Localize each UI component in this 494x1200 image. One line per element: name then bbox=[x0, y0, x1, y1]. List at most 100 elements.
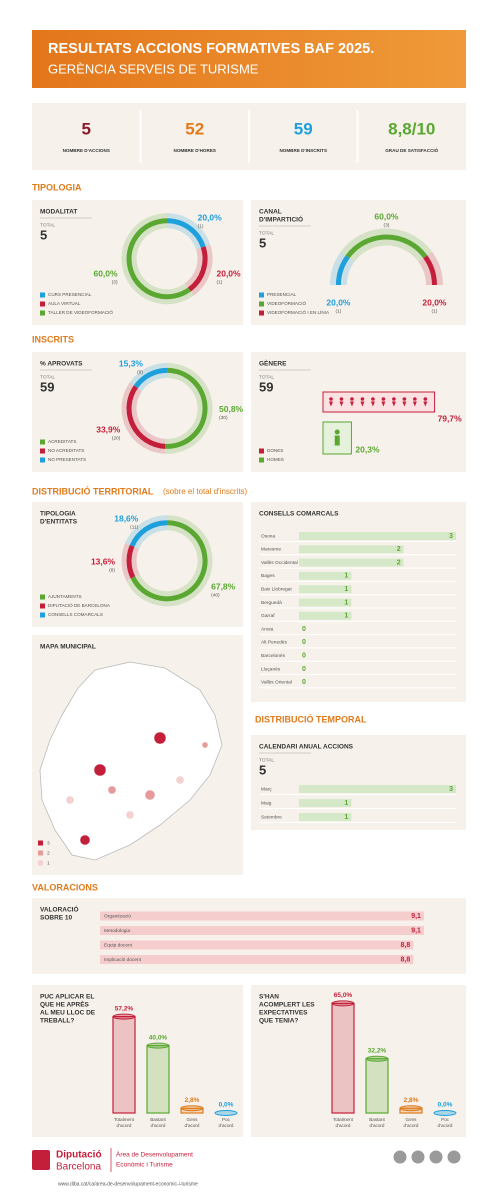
map-municipality bbox=[175, 775, 185, 785]
data-label: 20,0% bbox=[326, 297, 351, 307]
data-label: 3 bbox=[449, 533, 453, 540]
data-label: 67,8% bbox=[211, 582, 236, 592]
data-label: 0 bbox=[302, 679, 306, 686]
bar-cap bbox=[112, 1013, 136, 1020]
legend-label: NO ACREDITATS bbox=[48, 448, 84, 453]
total-value: 5 bbox=[259, 235, 266, 250]
data-label: 8,8 bbox=[401, 956, 411, 963]
category-label: d'acord bbox=[336, 1123, 351, 1128]
category-label: Bages bbox=[261, 573, 275, 579]
legend-swatch bbox=[259, 310, 264, 316]
figure-body bbox=[423, 401, 428, 407]
panel-title: D'ENTITATS bbox=[40, 519, 78, 526]
category-label: Poc bbox=[222, 1117, 231, 1122]
social-icon[interactable] bbox=[447, 1150, 461, 1164]
legend-label: AJUNTAMENTS bbox=[48, 594, 82, 599]
social-icon[interactable] bbox=[429, 1150, 443, 1164]
count-label: (1) bbox=[198, 224, 204, 230]
bar bbox=[299, 813, 352, 821]
category-label: Bastant bbox=[369, 1117, 385, 1122]
figure-body bbox=[349, 401, 354, 407]
figure-body bbox=[381, 401, 386, 407]
data-label: 0 bbox=[302, 639, 306, 646]
panel-title: % APROVATS bbox=[40, 361, 83, 368]
category-label: Osona bbox=[261, 533, 275, 539]
map-outline bbox=[39, 661, 223, 861]
footer-url: www.diba.cat/ca/area-de-desenvolupament-… bbox=[58, 1181, 198, 1187]
legend-swatch bbox=[38, 840, 43, 846]
bar bbox=[299, 571, 352, 580]
bar bbox=[299, 785, 456, 793]
bar bbox=[100, 955, 414, 964]
category-label: Totalment bbox=[333, 1117, 354, 1122]
legend-swatch bbox=[38, 850, 43, 856]
total-label: TOTAL bbox=[259, 230, 274, 236]
count-label: (9) bbox=[137, 369, 143, 375]
panel-title: ACOMPLERT LES bbox=[259, 1002, 315, 1009]
bar bbox=[100, 940, 414, 950]
social-icon[interactable] bbox=[411, 1150, 425, 1164]
panel-title: MODALITAT bbox=[40, 209, 77, 216]
category-label: Baix Llobregat bbox=[261, 586, 292, 592]
bar bbox=[100, 926, 424, 935]
figure-head bbox=[381, 397, 386, 401]
data-label: 15,3% bbox=[119, 358, 144, 368]
panel-title: GÈNERE bbox=[259, 359, 287, 368]
category-label: Alt Penedès bbox=[261, 640, 287, 646]
category-label: Gens bbox=[406, 1117, 418, 1122]
pictogram-box bbox=[322, 421, 352, 455]
panel-title: AL MEU LLOC DE bbox=[40, 1010, 96, 1017]
category-label: Març bbox=[261, 786, 272, 792]
data-label: 3 bbox=[449, 786, 453, 793]
panel-title: MAPA MUNICIPAL bbox=[40, 644, 96, 651]
arc bbox=[126, 218, 191, 300]
footer-area: Econòmic i Turisme bbox=[116, 1162, 173, 1169]
total-value: 59 bbox=[259, 379, 273, 394]
legend-swatch bbox=[40, 603, 45, 609]
legend-label: CONSELLS COMARCALS bbox=[48, 612, 103, 617]
legend-swatch bbox=[38, 860, 43, 866]
bar-cap bbox=[433, 1110, 457, 1116]
legend-swatch bbox=[40, 612, 45, 618]
panel-title: QUE TENIA? bbox=[259, 1018, 298, 1025]
bar bbox=[299, 585, 352, 594]
bar bbox=[112, 1015, 136, 1114]
count-label: (1) bbox=[216, 279, 222, 285]
legend-swatch bbox=[259, 448, 264, 454]
data-label: 40,0% bbox=[149, 1034, 168, 1041]
data-label: 1 bbox=[344, 573, 348, 580]
data-label: 1 bbox=[344, 599, 348, 606]
arc bbox=[126, 385, 166, 449]
count-label: (3) bbox=[384, 222, 390, 228]
map-municipality bbox=[201, 741, 209, 749]
legend-label: HOMES bbox=[267, 457, 284, 462]
map-municipality bbox=[107, 785, 117, 795]
count-label: (20) bbox=[112, 436, 121, 442]
legend-label: TALLER DE VIDEOFORMACIÓ bbox=[48, 309, 113, 315]
figure-body bbox=[360, 401, 365, 407]
figure-body bbox=[391, 401, 396, 407]
social-icon[interactable] bbox=[393, 1150, 407, 1164]
category-label: d'acord bbox=[404, 1123, 419, 1128]
legend-swatch bbox=[40, 292, 45, 298]
arc bbox=[166, 218, 206, 248]
header-subtitle: GERÈNCIA SERVEIS DE TURISME bbox=[48, 61, 259, 76]
kpi-label: GRAU DE SATISFACCIÓ bbox=[385, 146, 438, 153]
map-municipality bbox=[153, 731, 167, 745]
section-title: VALORACIONS bbox=[32, 882, 98, 892]
category-label: Anoia bbox=[261, 626, 274, 632]
category-label: d'acord bbox=[151, 1123, 166, 1128]
category-label: d'acord bbox=[219, 1123, 234, 1128]
figure-body bbox=[402, 401, 407, 407]
data-label: 0 bbox=[302, 626, 306, 633]
category-label: Bastant bbox=[150, 1117, 166, 1122]
bar bbox=[365, 1058, 389, 1114]
category-label: d'acord bbox=[370, 1123, 385, 1128]
bar bbox=[146, 1044, 170, 1114]
panel-title: CONSELLS COMARCALS bbox=[259, 511, 339, 518]
category-label: Vallès Oriental bbox=[261, 680, 292, 686]
data-label: 20,0% bbox=[422, 297, 447, 307]
data-label: 20,0% bbox=[198, 213, 223, 223]
panel bbox=[32, 200, 243, 325]
arc bbox=[345, 234, 428, 259]
